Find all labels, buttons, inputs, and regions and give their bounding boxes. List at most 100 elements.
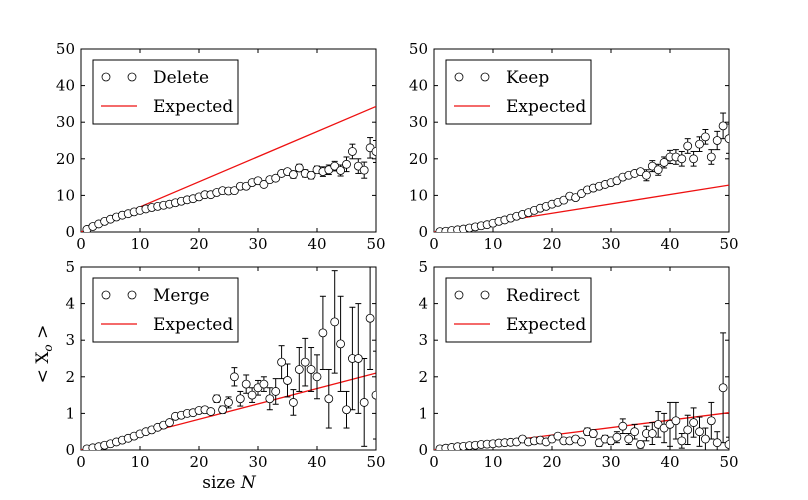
y-tick-label: 10 <box>56 186 75 204</box>
y-tick-label: 3 <box>65 331 75 349</box>
data-point <box>718 121 728 131</box>
data-point <box>229 186 239 196</box>
plot-area <box>434 332 729 450</box>
data-point <box>647 429 657 438</box>
y-tick-label: 30 <box>409 113 428 131</box>
data-point <box>695 427 704 437</box>
y-tick-label: 20 <box>409 150 428 168</box>
x-tick-label: 50 <box>366 453 385 471</box>
legend-marker <box>127 290 137 300</box>
data-point <box>259 180 269 189</box>
x-tick-label: 30 <box>248 453 267 471</box>
y-tick-label: 0 <box>418 441 428 459</box>
data-point <box>277 357 287 367</box>
data-point <box>359 398 369 407</box>
panel-delete: 0 10 20 30 40 50 0 10 20 30 40 50 Delete Expected <box>56 40 386 253</box>
x-tick-label: 10 <box>483 453 502 471</box>
data-point <box>336 166 346 175</box>
data-point <box>241 379 251 389</box>
plot-area <box>81 105 376 232</box>
data-point <box>330 317 340 327</box>
y-tick-label: 1 <box>65 404 75 422</box>
data-point <box>683 141 693 151</box>
data-point <box>683 425 693 435</box>
x-tick-label: 20 <box>542 235 561 253</box>
data-point <box>642 170 651 180</box>
legend-box <box>445 59 592 125</box>
y-tick-label: 1 <box>418 404 428 422</box>
x-tick-label: 30 <box>601 235 620 253</box>
data-point <box>701 434 710 444</box>
panel-keep: 0 10 20 30 40 50 0 10 20 30 40 50 Keep Expected <box>409 40 739 253</box>
data-point <box>677 436 687 446</box>
data-point <box>271 387 281 396</box>
data-point <box>206 407 216 416</box>
data-point <box>347 147 357 156</box>
legend-label: Expected <box>506 97 586 117</box>
data-point <box>218 405 228 415</box>
legend-box <box>445 277 592 343</box>
panel-redirect: 0 10 20 30 40 50 0 1 2 3 4 5 Redirect Expected <box>418 258 738 471</box>
x-tick-label: 40 <box>660 235 679 253</box>
y-tick-label: 3 <box>418 331 428 349</box>
y-tick-label: 10 <box>409 186 428 204</box>
data-point <box>342 405 351 415</box>
x-tick-label: 50 <box>366 235 385 253</box>
data-point <box>165 418 174 427</box>
data-point <box>224 398 233 407</box>
data-point <box>324 394 334 404</box>
data-point <box>618 421 628 431</box>
data-point <box>265 394 275 404</box>
y-tick-label: 50 <box>56 40 75 58</box>
data-point <box>342 159 351 169</box>
data-point <box>706 416 716 426</box>
x-tick-label: 20 <box>542 453 561 471</box>
data-point <box>212 394 222 404</box>
x-axis-title: size N <box>202 473 257 493</box>
data-point <box>235 394 245 404</box>
legend-marker <box>127 72 137 82</box>
data-point <box>718 383 728 393</box>
data-point <box>712 136 722 145</box>
y-tick-label: 20 <box>56 150 75 168</box>
x-tick-label: 10 <box>130 453 149 471</box>
data-point <box>624 434 634 444</box>
data-point <box>724 440 729 449</box>
data-point <box>653 165 663 175</box>
x-tick-label: 0 <box>76 235 86 253</box>
y-tick-label: 30 <box>56 113 75 131</box>
legend-box <box>92 59 239 125</box>
y-tick-label: 0 <box>418 223 428 241</box>
x-tick-label: 40 <box>307 453 326 471</box>
data-point <box>636 440 645 449</box>
y-tick-label: 0 <box>65 441 75 459</box>
data-point <box>294 163 304 173</box>
y-tick-label: 4 <box>65 295 75 313</box>
legend-label: Keep <box>506 68 549 88</box>
x-tick-label: 40 <box>307 235 326 253</box>
legend-label: Redirect <box>506 286 580 306</box>
plot-area <box>81 267 376 450</box>
x-tick-label: 30 <box>601 453 620 471</box>
data-point <box>365 313 375 323</box>
data-point <box>312 372 322 382</box>
data-point <box>271 173 281 183</box>
y-axis-title: < Xo > <box>33 325 55 384</box>
y-tick-label: 50 <box>409 40 428 58</box>
data-point <box>288 170 298 179</box>
y-tick-label: 5 <box>418 258 428 276</box>
legend-label: Merge <box>153 286 210 306</box>
data-point <box>247 390 257 400</box>
data-point <box>288 398 298 407</box>
y-tick-label: 40 <box>409 77 428 95</box>
legend-label: Expected <box>506 315 586 335</box>
data-point <box>701 132 710 142</box>
data-point <box>318 328 328 338</box>
data-point <box>695 139 704 149</box>
data-point <box>294 365 304 374</box>
legend-label: Expected <box>153 315 233 335</box>
data-point <box>306 170 316 180</box>
y-tick-label: 2 <box>65 368 75 386</box>
legend-marker <box>454 72 464 82</box>
x-tick-label: 30 <box>248 235 267 253</box>
